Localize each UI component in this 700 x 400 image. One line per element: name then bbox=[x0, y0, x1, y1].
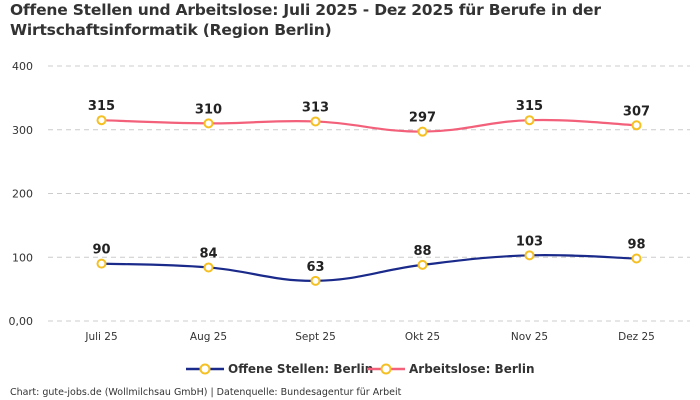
legend-item-offene-stellen[interactable]: Offene Stellen: Berlin bbox=[186, 362, 373, 376]
series-line-0 bbox=[101, 253, 637, 282]
data-point bbox=[310, 116, 321, 127]
data-label: 310 bbox=[195, 102, 222, 117]
legend-label: Offene Stellen: Berlin bbox=[228, 362, 374, 376]
x-tick-label: Sept 25 bbox=[295, 331, 336, 343]
data-point bbox=[310, 275, 321, 286]
data-point bbox=[631, 120, 642, 131]
data-point bbox=[631, 253, 642, 264]
data-label: 103 bbox=[516, 234, 543, 249]
data-point bbox=[417, 126, 428, 137]
data-point bbox=[524, 250, 535, 261]
data-point bbox=[203, 262, 214, 273]
data-label: 98 bbox=[627, 238, 645, 253]
y-tick-label: 0,00 bbox=[9, 315, 34, 328]
data-point bbox=[96, 115, 107, 126]
data-point bbox=[524, 115, 535, 126]
x-tick-label: Okt 25 bbox=[405, 331, 440, 343]
data-label: 88 bbox=[413, 244, 431, 259]
data-label: 90 bbox=[92, 243, 110, 258]
legend-marker-icon bbox=[367, 363, 405, 375]
data-label: 315 bbox=[516, 99, 543, 114]
x-tick-label: Aug 25 bbox=[190, 331, 227, 343]
data-point bbox=[203, 118, 214, 129]
y-tick-label: 300 bbox=[12, 124, 33, 137]
data-label: 63 bbox=[306, 260, 324, 275]
x-tick-label: Juli 25 bbox=[84, 331, 117, 343]
x-tick-label: Dez 25 bbox=[618, 331, 655, 343]
legend-label: Arbeitslose: Berlin bbox=[409, 362, 535, 376]
chart-title: Offene Stellen und Arbeitslose: Juli 202… bbox=[10, 1, 601, 39]
data-label: 84 bbox=[199, 246, 217, 261]
chart-footer: Chart: gute-jobs.de (Wollmilchsau GmbH) … bbox=[10, 387, 402, 398]
y-tick-label: 100 bbox=[12, 251, 33, 264]
data-point bbox=[96, 258, 107, 269]
series-line-1 bbox=[101, 118, 637, 133]
data-point bbox=[417, 259, 428, 270]
legend-item-arbeitslose[interactable]: Arbeitslose: Berlin bbox=[367, 362, 535, 376]
data-label: 313 bbox=[302, 100, 329, 115]
data-label: 307 bbox=[623, 104, 650, 119]
legend-marker-icon bbox=[186, 363, 224, 375]
x-tick-label: Nov 25 bbox=[511, 331, 548, 343]
data-label: 297 bbox=[409, 111, 436, 126]
data-label: 315 bbox=[88, 99, 115, 114]
y-tick-label: 400 bbox=[12, 60, 33, 73]
y-tick-label: 200 bbox=[12, 188, 33, 201]
